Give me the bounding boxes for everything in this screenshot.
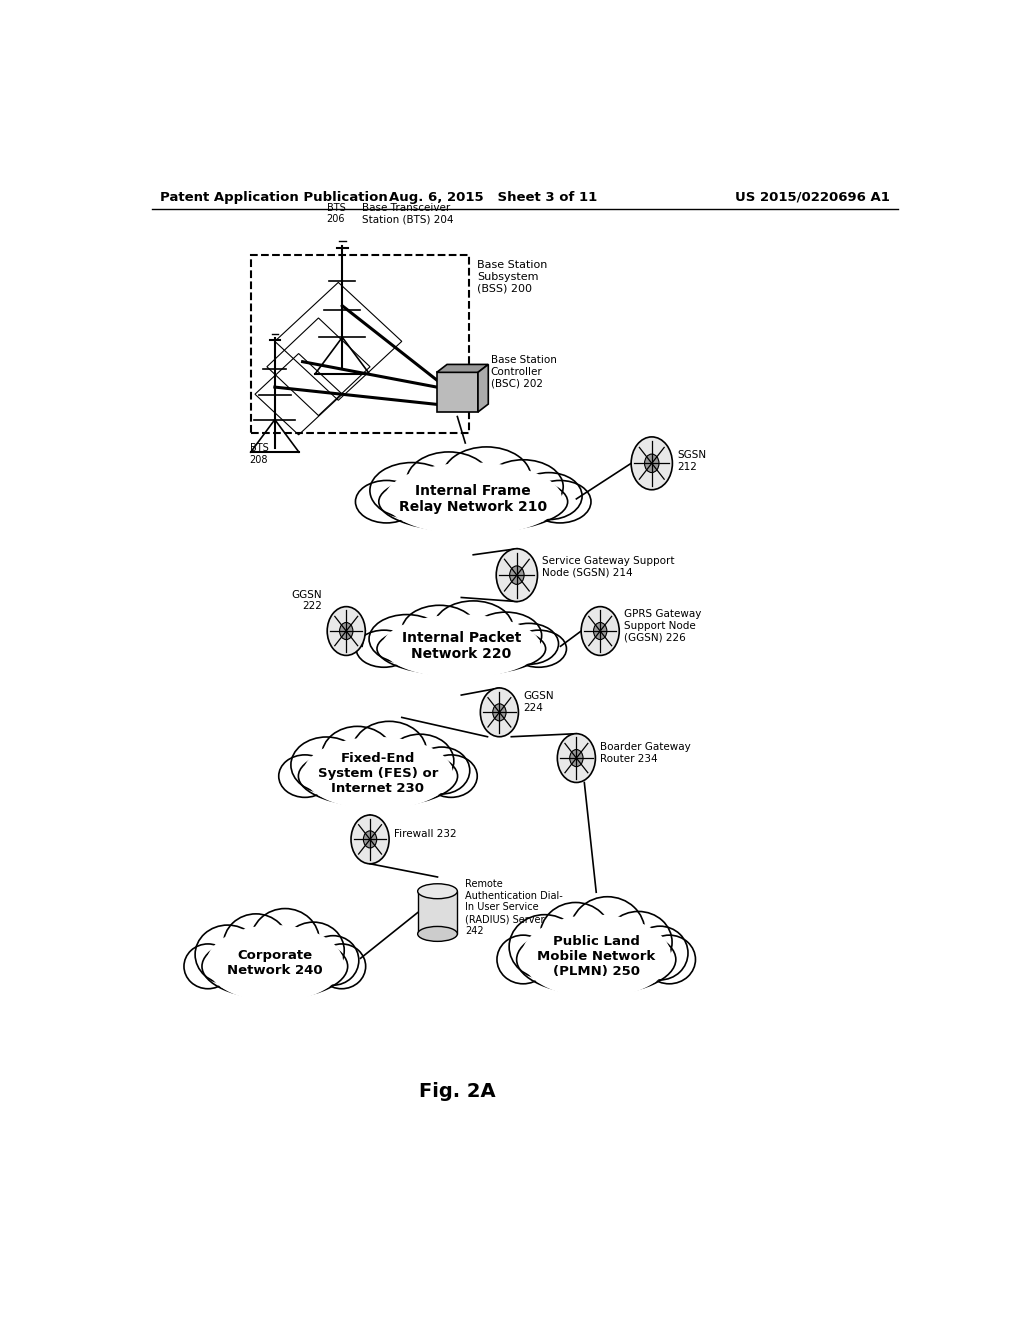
Ellipse shape: [382, 615, 541, 678]
Text: BTS
206: BTS 206: [327, 203, 345, 224]
Circle shape: [569, 750, 583, 767]
Ellipse shape: [418, 927, 458, 941]
Text: BTS
208: BTS 208: [250, 444, 268, 465]
Ellipse shape: [470, 612, 542, 659]
Circle shape: [351, 814, 389, 863]
Ellipse shape: [379, 471, 567, 532]
Circle shape: [497, 549, 538, 602]
Ellipse shape: [521, 915, 671, 998]
Bar: [251, 255, 469, 433]
Text: Fig. 2A: Fig. 2A: [419, 1082, 496, 1101]
Text: Internal Frame
Relay Network 210: Internal Frame Relay Network 210: [399, 484, 547, 513]
Circle shape: [644, 454, 659, 473]
Ellipse shape: [369, 615, 444, 664]
Text: Service Gateway Support
Node (SGSN) 214: Service Gateway Support Node (SGSN) 214: [543, 556, 675, 578]
Circle shape: [480, 688, 518, 737]
Ellipse shape: [517, 924, 676, 995]
Ellipse shape: [425, 755, 477, 797]
Circle shape: [557, 734, 595, 783]
Ellipse shape: [528, 480, 591, 523]
Ellipse shape: [307, 936, 358, 985]
Ellipse shape: [401, 606, 477, 656]
Ellipse shape: [511, 630, 566, 667]
Text: Base Station
Subsystem
(BSS) 200: Base Station Subsystem (BSS) 200: [477, 260, 548, 293]
Ellipse shape: [223, 913, 289, 975]
Ellipse shape: [515, 473, 582, 520]
Ellipse shape: [355, 480, 418, 523]
Text: Fixed-End
System (FES) or
Internet 230: Fixed-End System (FES) or Internet 230: [317, 752, 438, 795]
Circle shape: [582, 607, 620, 656]
Text: Internal Packet
Network 220: Internal Packet Network 220: [401, 631, 521, 661]
Circle shape: [493, 704, 506, 721]
Ellipse shape: [206, 925, 343, 1002]
Ellipse shape: [251, 908, 319, 973]
Ellipse shape: [377, 622, 546, 676]
Ellipse shape: [352, 721, 427, 783]
Ellipse shape: [291, 737, 362, 793]
Ellipse shape: [317, 944, 366, 989]
Text: US 2015/0220696 A1: US 2015/0220696 A1: [735, 190, 890, 203]
Ellipse shape: [298, 746, 458, 807]
Text: SGSN
212: SGSN 212: [677, 450, 707, 473]
Ellipse shape: [483, 459, 563, 513]
Polygon shape: [478, 364, 488, 412]
Ellipse shape: [604, 911, 672, 973]
Circle shape: [594, 623, 607, 640]
Ellipse shape: [643, 935, 695, 983]
Ellipse shape: [570, 896, 645, 968]
Text: Public Land
Mobile Network
(PLMN) 250: Public Land Mobile Network (PLMN) 250: [538, 935, 655, 978]
Ellipse shape: [322, 726, 393, 784]
Circle shape: [328, 607, 366, 656]
Text: Aug. 6, 2015   Sheet 3 of 11: Aug. 6, 2015 Sheet 3 of 11: [389, 190, 597, 203]
Ellipse shape: [414, 747, 470, 795]
Ellipse shape: [370, 462, 455, 519]
Ellipse shape: [384, 462, 562, 535]
Text: Firewall 232: Firewall 232: [394, 829, 457, 840]
Text: GGSN
224: GGSN 224: [523, 692, 554, 713]
Circle shape: [364, 830, 377, 847]
Ellipse shape: [184, 944, 232, 989]
Ellipse shape: [632, 927, 688, 979]
Polygon shape: [436, 364, 488, 372]
Ellipse shape: [303, 737, 453, 809]
Ellipse shape: [442, 447, 531, 508]
Ellipse shape: [497, 935, 550, 983]
Ellipse shape: [499, 623, 558, 664]
Ellipse shape: [540, 903, 611, 969]
Text: Corporate
Network 240: Corporate Network 240: [227, 949, 323, 977]
Ellipse shape: [196, 925, 260, 983]
Ellipse shape: [509, 915, 581, 978]
Ellipse shape: [283, 923, 344, 978]
Text: Patent Application Publication: Patent Application Publication: [160, 190, 387, 203]
Ellipse shape: [202, 935, 348, 999]
Text: GGSN
222: GGSN 222: [292, 590, 323, 611]
Bar: [436, 372, 478, 412]
Ellipse shape: [433, 601, 513, 655]
Bar: [418, 891, 458, 935]
Text: Base Transceiver
Station (BTS) 204: Base Transceiver Station (BTS) 204: [362, 203, 454, 224]
Circle shape: [631, 437, 673, 490]
Ellipse shape: [407, 451, 490, 510]
Text: Boarder Gateway
Router 234: Boarder Gateway Router 234: [600, 742, 691, 764]
Text: GPRS Gateway
Support Node
(GGSN) 226: GPRS Gateway Support Node (GGSN) 226: [624, 610, 701, 643]
Bar: [418, 891, 458, 935]
Ellipse shape: [386, 734, 454, 788]
Text: Remote
Authentication Dial-
In User Service
(RADIUS) Server
242: Remote Authentication Dial- In User Serv…: [465, 879, 563, 936]
Text: Base Station
Controller
(BSC) 202: Base Station Controller (BSC) 202: [490, 355, 557, 388]
Circle shape: [340, 623, 353, 640]
Ellipse shape: [279, 755, 331, 797]
Circle shape: [510, 566, 524, 585]
Ellipse shape: [418, 884, 458, 899]
Ellipse shape: [356, 630, 412, 667]
